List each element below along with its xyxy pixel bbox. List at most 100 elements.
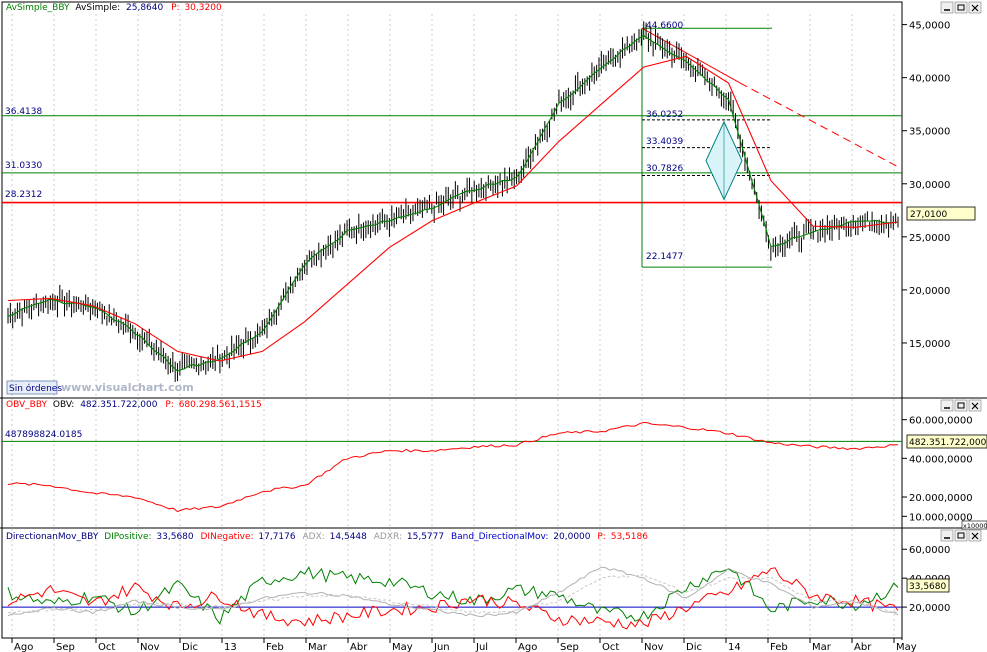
x-tick-label: Nov [644,642,664,652]
watermark: www.visualchart.com [61,381,194,394]
status-button[interactable]: Sin órdenes [6,380,62,395]
adx-line [7,566,899,618]
main-header-name2: AvSimple: [75,3,120,13]
dip-line [7,566,899,625]
y-tick-label: 60,0000 [909,545,950,556]
x-tick-label: Feb [266,642,284,652]
dmi-header-din-label: DINegative: [201,532,254,542]
status-button-label: Sin órdenes [9,383,62,394]
dmi-header-adxr-value: 15,5777 [407,532,444,542]
y-tick-label: 40.000,0000 [909,454,973,465]
window-controls-obv [940,399,982,412]
last-price-value: 27,0100 [910,210,947,220]
x-tick-label: Sep [560,642,579,652]
level-label-2: 31.0330 [5,161,42,171]
minimize-button[interactable] [940,399,954,412]
y-tick-label: 30,0000 [909,180,950,191]
dmi-header: DirectionanMov_BBY DIPositive: 33,5680 D… [6,532,648,542]
minimize-button[interactable] [940,529,954,542]
dmi-header-dip-label: DIPositive: [104,532,151,542]
obv-scale-tag: x10000 [961,520,987,530]
maximize-icon [957,532,965,539]
x-tick-label: Abr [854,642,872,652]
close-button[interactable] [968,1,982,14]
main-header: AvSimple_BBY AvSimple: 25,8640 P: 30,320… [6,3,222,13]
obv-header-name: OBV_BBY [6,400,47,410]
maximize-button[interactable] [954,529,968,542]
obv-header: OBV_BBY OBV: 482.351.722,000 P: 680.298.… [6,400,262,410]
dmi-last-value: 33,5680 [909,582,946,592]
y-tick-label: 20,0000 [909,286,950,297]
dmi-header-p-label: P: [597,532,605,542]
y-tick-label: 45,0000 [909,21,950,32]
axes: Ago Sep Oct Nov Dic 13 Feb Mar Abr May Jun Jul Ago Se… [11,21,973,652]
sma-fast-line [7,34,899,372]
x-tick-label: Sep [56,642,75,652]
x-tick-label: Jul [475,642,488,652]
dmi-header-din-value: 17,7176 [258,532,295,542]
dmi-header-band-label: Band_DirectionalMov: [451,532,548,542]
adxr-line [7,573,899,615]
main-header-p-value: 30,3200 [184,3,221,13]
maximize-button[interactable] [954,399,968,412]
fib-label-2: 36.0252 [646,110,683,120]
obv-last-value: 482.351.722,0000 [909,438,987,448]
main-header-p-label: P: [171,3,179,13]
fib-label-3: 33.4039 [646,137,683,147]
dmi-header-p-value: 53,5186 [611,532,648,542]
x-tick-label: Mar [308,642,328,652]
close-button[interactable] [968,529,982,542]
close-icon [971,532,979,540]
x-tick-label: Oct [602,642,619,652]
dmi-plot [2,566,902,630]
level-label-1: 36.4138 [5,107,42,117]
dmi-header-dip-value: 33,5680 [156,532,193,542]
maximize-button[interactable] [954,1,968,14]
close-button[interactable] [968,399,982,412]
main-header-value: 25,8640 [126,3,163,13]
obv-line [7,421,899,513]
x-tick-label: Jun [433,642,450,652]
x-tick-label: Dic [182,642,198,652]
last-price-tag: 27,0100 [906,206,976,221]
vertical-grid [11,14,895,638]
x-tick-label: May [896,642,917,652]
dmi-header-band-value: 20,0000 [553,532,590,542]
obv-header-value: 482.351.722,000 [80,400,158,410]
y-tick-label: 20,0000 [909,603,950,614]
y-tick-label: 35,0000 [909,127,950,138]
y-tick-label: 60.000,0000 [909,416,973,427]
close-icon [971,4,979,12]
sma-slow-line [7,55,899,362]
x-tick-label: 13 [224,642,237,652]
obv-level-label: 487898824.0185 [5,430,82,440]
x-tick-label: Feb [770,642,788,652]
dmi-header-name: DirectionanMov_BBY [6,532,99,542]
window-controls-main [940,1,982,14]
main-header-name: AvSimple_BBY [6,3,70,13]
obv-header-p-label: P: [165,400,173,410]
maximize-icon [957,4,965,11]
y-tick-label: 15,0000 [909,339,950,350]
din-line [7,567,899,630]
trendline-extension [739,82,901,169]
x-tick-label: Oct [98,642,115,652]
level-label-3: 28.2312 [5,190,42,200]
obv-last-tag: 482.351.722,0000 [906,434,987,449]
x-tick-label: Ago [14,642,33,652]
y-tick-label: 20.000,0000 [909,493,973,504]
minimize-button[interactable] [940,1,954,14]
obv-header-p-value: 680.298.561,1515 [179,400,262,410]
fib-label-4: 30.7826 [646,164,683,174]
x-tick-label: Mar [812,642,832,652]
window-controls-dmi [940,529,982,542]
price-plot [2,21,902,382]
y-tick-label: 10.000,0000 [909,512,973,523]
dmi-last-tag: 33,5680 [906,578,950,593]
x-tick-label: Abr [350,642,368,652]
y-tick-label: 40,0000 [909,74,950,85]
fib-label-5: 22.1477 [646,252,683,262]
dmi-header-adxr-label: ADXR: [374,532,402,542]
